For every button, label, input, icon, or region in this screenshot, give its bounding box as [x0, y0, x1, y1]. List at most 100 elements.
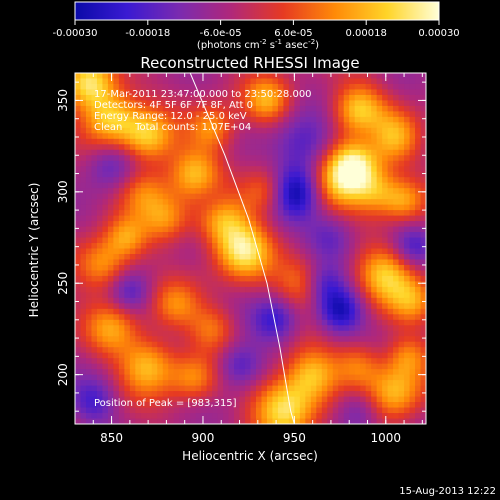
heatmap-cell — [190, 385, 197, 392]
heatmap-cell — [398, 122, 405, 129]
heatmap-cell — [157, 391, 164, 398]
heatmap-cell — [146, 133, 153, 140]
heatmap-cell — [420, 73, 426, 80]
heatmap-cell — [332, 292, 339, 299]
heatmap-cell — [415, 336, 422, 343]
heatmap-cell — [102, 226, 109, 233]
heatmap-cell — [349, 308, 356, 315]
heatmap-cell — [316, 122, 323, 129]
heatmap-cell — [96, 292, 104, 299]
heatmap-cell — [129, 352, 136, 359]
heatmap-cell — [404, 237, 411, 244]
heatmap-cell — [135, 396, 142, 403]
heatmap-cell — [245, 83, 252, 91]
heatmap-cell — [294, 89, 301, 96]
heatmap-cell — [420, 210, 426, 217]
heatmap-cell — [277, 275, 284, 282]
heatmap-cell — [107, 413, 114, 420]
heatmap-cell — [91, 286, 98, 293]
heatmap-cell — [327, 155, 334, 162]
heatmap-cell — [223, 418, 230, 424]
heatmap-cell — [223, 391, 230, 398]
heatmap-cell — [404, 319, 411, 326]
heatmap-cell — [409, 94, 416, 102]
heatmap-cell — [294, 105, 301, 112]
heatmap-cell — [113, 352, 120, 359]
heatmap-cell — [129, 358, 136, 365]
heatmap-cell — [201, 391, 208, 398]
heatmap-cell — [305, 116, 312, 123]
heatmap-cell — [387, 182, 394, 189]
heatmap-cell — [75, 243, 82, 250]
heatmap-cell — [118, 314, 125, 321]
heatmap-cell — [129, 253, 136, 261]
heatmap-cell — [157, 374, 164, 381]
heatmap-cell — [162, 418, 169, 424]
heatmap-cell — [420, 336, 426, 343]
heatmap-cell — [409, 259, 416, 266]
heatmap-cell — [299, 116, 306, 123]
heatmap-cell — [75, 402, 82, 409]
heatmap-cell — [124, 94, 131, 102]
heatmap-cell — [261, 374, 268, 381]
heatmap-cell — [393, 133, 400, 140]
heatmap-cell — [228, 160, 235, 167]
heatmap-cell — [157, 275, 164, 282]
heatmap-cell — [255, 248, 263, 255]
heatmap-cell — [255, 232, 263, 239]
heatmap-cell — [118, 253, 125, 261]
heatmap-cell — [332, 210, 339, 217]
heatmap-cell — [261, 237, 268, 244]
heatmap-cell — [212, 204, 219, 211]
heatmap-cell — [201, 358, 208, 365]
footer-timestamp: 15-Aug-2013 12:22 — [399, 486, 496, 497]
heatmap-cell — [239, 341, 246, 348]
heatmap-cell — [124, 226, 131, 233]
heatmap-cell — [393, 243, 400, 250]
heatmap-cell — [151, 204, 158, 211]
heatmap-cell — [288, 204, 295, 211]
heatmap-cell — [118, 188, 125, 195]
heatmap-cell — [371, 166, 378, 173]
heatmap-cell — [294, 270, 301, 277]
heatmap-cell — [190, 237, 197, 244]
heatmap-cell — [107, 116, 114, 123]
heatmap-cell — [107, 232, 114, 239]
heatmap-cell — [316, 325, 323, 332]
heatmap-cell — [393, 275, 400, 282]
heatmap-cell — [113, 83, 120, 91]
heatmap-cell — [266, 232, 274, 239]
heatmap-cell — [135, 160, 142, 167]
heatmap-cell — [179, 286, 186, 293]
heatmap-cell — [96, 363, 104, 370]
heatmap-cell — [360, 253, 367, 261]
heatmap-cell — [96, 352, 104, 359]
heatmap-cell — [261, 319, 268, 326]
heatmap-cell — [255, 155, 263, 162]
heatmap-cell — [228, 363, 235, 370]
heatmap-cell — [288, 391, 295, 398]
heatmap-cell — [354, 336, 361, 343]
heatmap-cell — [190, 221, 197, 228]
heatmap-cell — [168, 89, 175, 96]
heatmap-cell — [266, 149, 274, 156]
heatmap-cell — [184, 330, 191, 337]
heatmap-cell — [299, 314, 306, 321]
heatmap-cell — [420, 259, 426, 266]
heatmap-cell — [91, 155, 98, 162]
heatmap-cell — [387, 380, 394, 387]
heatmap-cell — [96, 341, 104, 348]
heatmap-cell — [239, 221, 246, 228]
heatmap-cell — [113, 297, 120, 304]
heatmap-cell — [376, 369, 383, 376]
heatmap-cell — [409, 308, 416, 315]
heatmap-cell — [173, 171, 180, 178]
heatmap-cell — [387, 232, 394, 239]
heatmap-cell — [305, 402, 312, 409]
heatmap-cell — [124, 286, 131, 293]
heatmap-cell — [415, 210, 422, 217]
heatmap-cell — [124, 341, 131, 348]
heatmap-cell — [310, 352, 317, 359]
heatmap-cell — [184, 89, 191, 96]
heatmap-cell — [404, 193, 411, 200]
